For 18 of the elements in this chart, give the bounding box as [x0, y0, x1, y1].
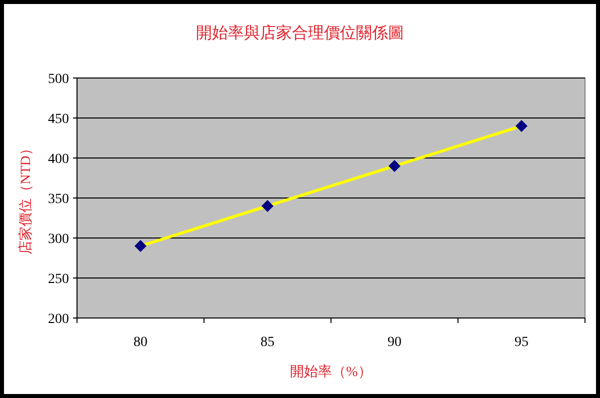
- y-axis-title: 店家價位（NTD）: [18, 142, 34, 254]
- point: [262, 200, 274, 212]
- x-axis-title: 開始率（%）: [290, 364, 372, 380]
- y-tick-label: 200: [48, 312, 69, 327]
- x-tick-label: 90: [388, 335, 402, 350]
- x-tick-label: 95: [514, 335, 528, 350]
- x-tick-label: 80: [134, 335, 148, 350]
- point: [388, 160, 400, 172]
- y-tick-label: 300: [48, 232, 69, 247]
- y-tick-label: 350: [48, 192, 69, 207]
- point: [516, 120, 528, 132]
- y-tick-label: 400: [48, 152, 69, 167]
- point: [134, 240, 146, 252]
- y-tick-label: 500: [48, 72, 69, 87]
- y-tick-label: 250: [48, 272, 69, 287]
- chart-title: 開始率與店家合理價位關係圖: [196, 24, 404, 42]
- x-tick-label: 85: [260, 335, 274, 350]
- y-tick-label: 450: [48, 112, 69, 127]
